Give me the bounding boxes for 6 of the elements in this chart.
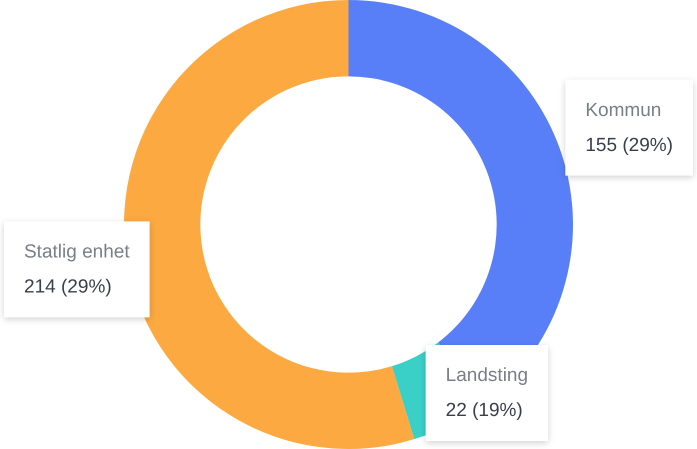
data-label: 22 (19%)	[446, 400, 523, 422]
data-label: 155 (29%)	[585, 134, 674, 156]
slice-label: Kommun	[585, 100, 662, 121]
slice-label: Statlig enhet	[24, 242, 130, 263]
slice-label: Landsting	[446, 365, 528, 386]
data-label: 214 (29%)	[24, 276, 112, 298]
